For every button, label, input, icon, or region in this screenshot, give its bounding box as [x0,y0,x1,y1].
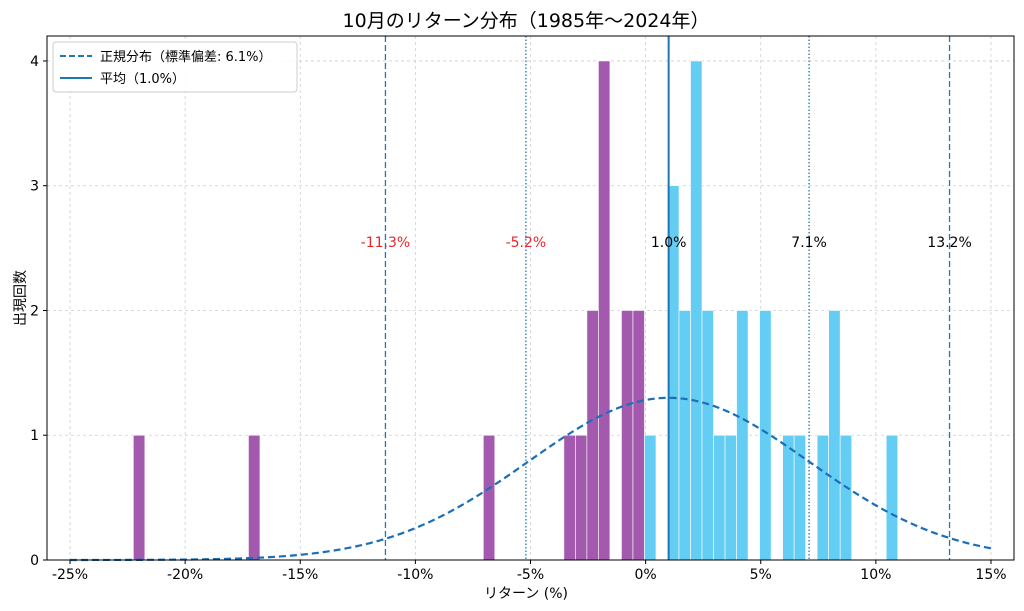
y-tick-label: 2 [30,303,39,319]
y-tick-label: 3 [30,179,39,195]
histogram-bar [678,310,691,561]
x-tick-label: 10% [860,567,891,583]
histogram-bar [701,310,714,561]
histogram-bar [586,310,599,561]
y-tick-label: 1 [30,428,39,444]
sd-label: 13.2% [927,235,971,251]
histogram-bar [248,434,261,561]
sd-label: -5.2% [506,235,547,251]
sd-labels: -11.3% -5.2% 7.1% 13.2% 1.0% [361,235,972,251]
histogram-bar [690,60,703,561]
histogram-bar [133,434,146,561]
chart-title: 10月のリターン分布（1985年〜2024年） [343,10,710,32]
histogram-bar [632,310,645,561]
histogram-bar [828,310,841,561]
mean-label: 1.0% [651,235,687,251]
histogram-bar [483,434,496,561]
sd-label: -11.3% [361,235,411,251]
histogram-bar [736,310,749,561]
sd-label: 7.1% [791,235,827,251]
reference-lines [384,36,951,560]
histogram-bar [644,434,657,561]
x-tick-label: -15% [282,567,318,583]
histogram-bar [759,310,772,561]
x-tick-label: -25% [52,567,88,583]
histogram-bar [598,60,611,561]
histogram-bar [621,310,634,561]
normal-distribution-curve [70,396,992,562]
x-tick-label: -20% [167,567,203,583]
histogram-bar [816,434,829,561]
x-tick-label: -10% [397,567,433,583]
x-tick-label: 0% [635,567,657,583]
y-axis-ticks: 0 1 2 3 4 [30,54,47,569]
y-tick-label: 0 [30,553,39,569]
legend: 正規分布（標準偏差: 6.1%） 平均（1.0%） [52,41,298,93]
histogram-bar [782,434,795,561]
legend-item-normal: 正規分布（標準偏差: 6.1%） [100,49,272,65]
legend-box [52,41,298,93]
histogram-bar [563,434,576,561]
histogram-bar [713,434,726,561]
histogram-bar [885,434,899,561]
x-tick-label: -5% [517,567,544,583]
histogram-bar [575,434,588,561]
histogram-bar [724,434,737,561]
y-axis-label: 出現回数 [13,270,29,326]
x-axis-label: リターン (%) [484,586,568,602]
y-tick-label: 4 [30,54,39,70]
histogram-bar [839,434,852,561]
x-axis-ticks: -25% -20% -15% -10% -5% 0% 5% 10% 15% [52,560,1007,583]
x-tick-label: 5% [750,567,772,583]
x-tick-label: 15% [975,567,1006,583]
legend-item-mean: 平均（1.0%） [100,72,185,87]
